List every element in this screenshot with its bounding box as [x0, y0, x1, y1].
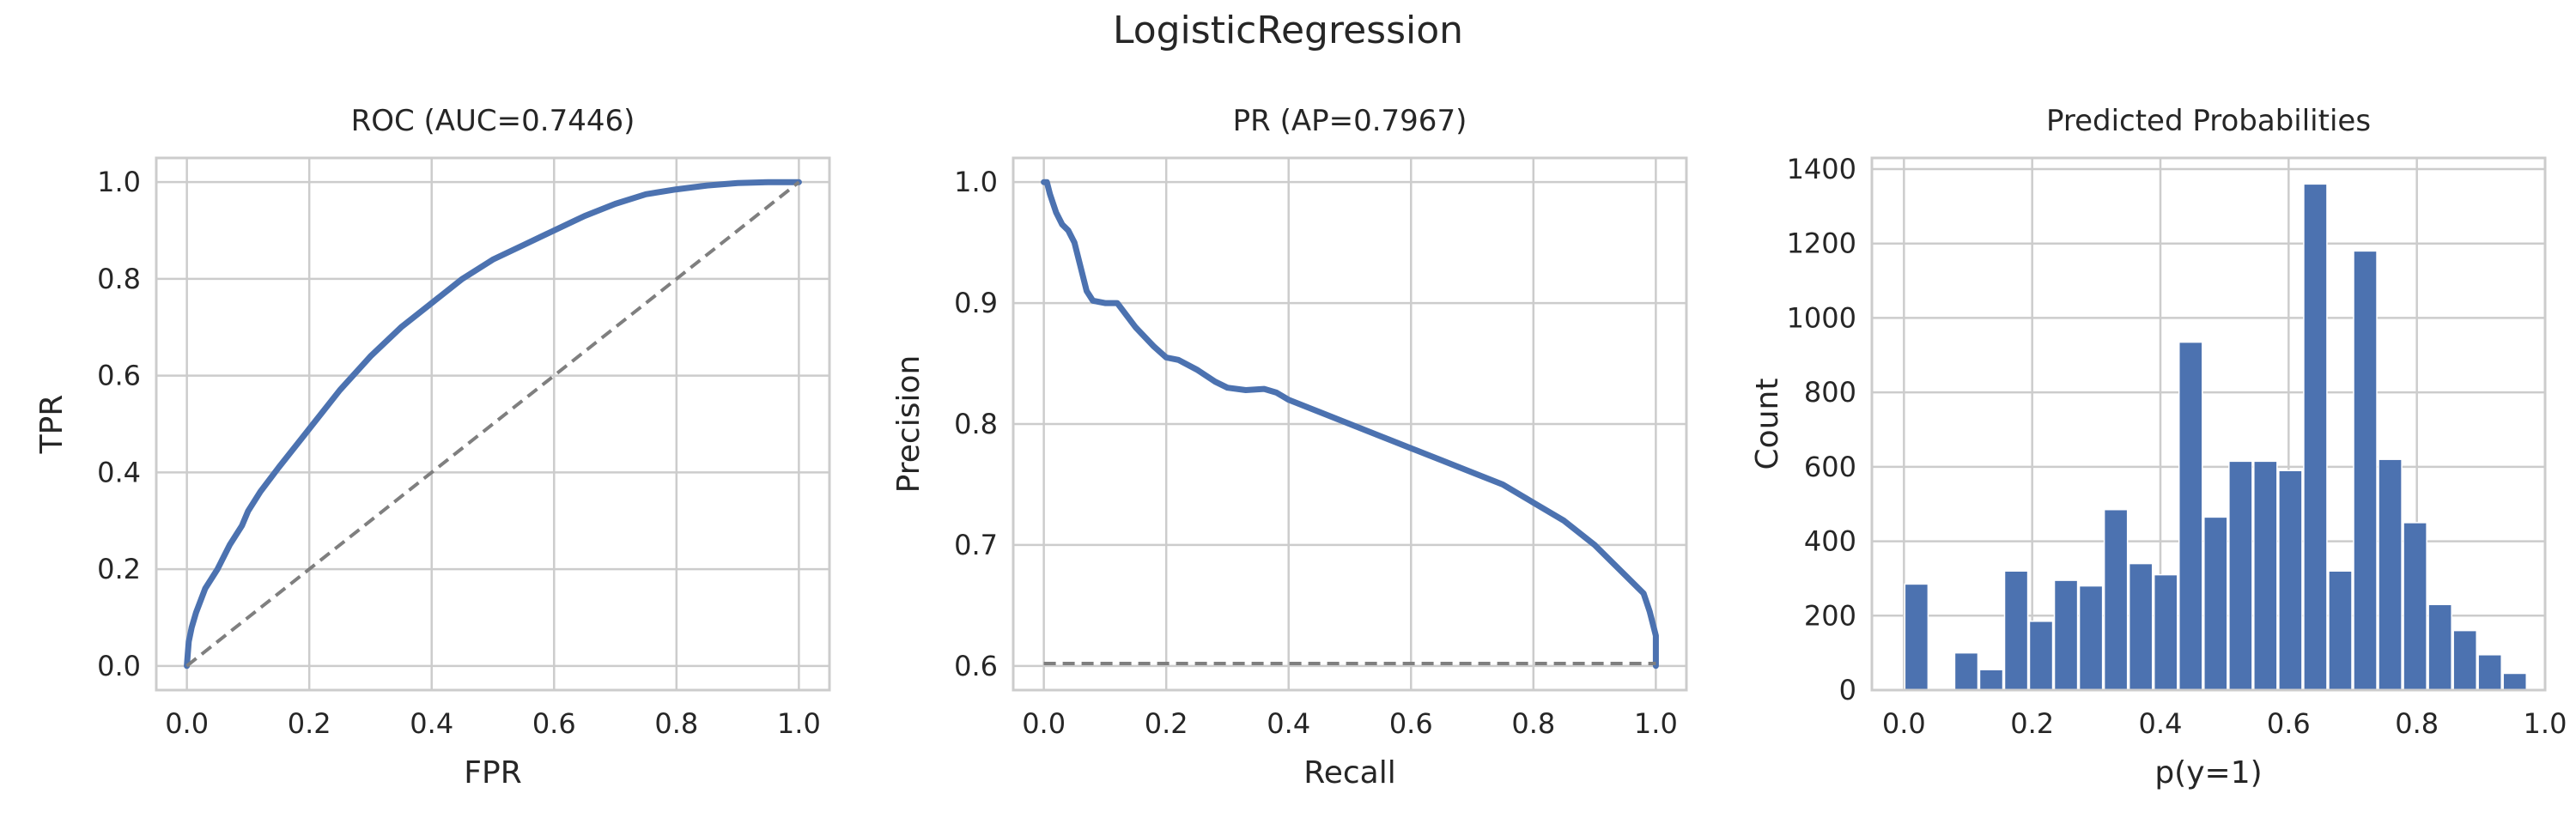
- histogram-bar: [2403, 522, 2427, 691]
- y-tick-label: 200: [1804, 599, 1856, 632]
- x-axis-label: Recall: [1303, 755, 1395, 791]
- panel-1: 0.0 0.2 0.4 0.6 0.8 1.0 0.0 0.2 0.4 0.6 0.8 1.0 ROC …: [34, 104, 831, 791]
- baseline-line: [185, 180, 800, 668]
- y-tick-label: 0.0: [97, 650, 141, 682]
- panel-title: ROC (AUC=0.7446): [351, 104, 635, 138]
- x-tick-label: 1.0: [777, 707, 821, 740]
- panel-title: Predicted Probabilities: [2046, 104, 2371, 138]
- y-tick-label: 0.6: [97, 360, 141, 392]
- x-tick-label: 0.2: [2010, 707, 2054, 740]
- histogram-bar: [2103, 508, 2129, 691]
- axes-frame: [1012, 156, 1688, 692]
- histogram-bar: [2153, 573, 2178, 691]
- x-tick-label: 0.2: [288, 707, 331, 740]
- histogram-bar: [2502, 672, 2527, 691]
- histogram-bar: [2353, 250, 2378, 691]
- y-tick-label: 0: [1839, 674, 1856, 706]
- axes-frame: [1870, 156, 2547, 692]
- y-tick-label: 1000: [1787, 301, 1856, 334]
- y-tick-label: 1.0: [954, 166, 998, 198]
- histogram-bar: [2003, 570, 2029, 691]
- y-tick-label: 0.4: [97, 456, 141, 488]
- histogram-bar: [1978, 669, 2004, 691]
- y-tick-label: 0.9: [954, 287, 998, 319]
- x-tick-label: 0.0: [1022, 707, 1066, 740]
- histogram-bar: [2078, 585, 2104, 691]
- x-tick-label: 0.4: [1267, 707, 1310, 740]
- histogram-bar: [1953, 651, 1979, 691]
- histogram-bar: [2253, 460, 2278, 691]
- x-tick-label: 0.4: [2139, 707, 2183, 740]
- histogram-bar: [2328, 570, 2353, 691]
- y-tick-label: 0.2: [97, 553, 141, 585]
- histogram-bar: [2378, 458, 2403, 691]
- y-tick-label: 600: [1804, 451, 1856, 483]
- x-tick-label: 0.6: [532, 707, 576, 740]
- x-axis-label: p(y=1): [2154, 755, 2262, 791]
- histogram-bar: [2303, 183, 2328, 691]
- histogram-bar: [2053, 579, 2079, 691]
- histogram-bar: [2178, 341, 2203, 691]
- y-axis-label: Precision: [891, 355, 927, 494]
- histogram-bar: [2128, 562, 2154, 691]
- curve-line: [1041, 179, 1659, 670]
- histogram-bar: [2228, 460, 2253, 691]
- curve-line: [184, 179, 802, 670]
- x-tick-label: 0.6: [2267, 707, 2311, 740]
- y-tick-label: 0.6: [954, 650, 998, 682]
- x-tick-label: 1.0: [1634, 707, 1678, 740]
- x-tick-label: 0.4: [410, 707, 453, 740]
- x-tick-label: 0.8: [1511, 707, 1555, 740]
- y-tick-label: 0.8: [97, 263, 141, 295]
- panel-3: 0.0 0.2 0.4 0.6 0.8 1.0 0 200 400 600 800 1000 1200 1…: [1750, 104, 2567, 791]
- y-tick-label: 0.7: [954, 529, 998, 561]
- axes-frame: [155, 156, 831, 692]
- histogram-bar: [2427, 603, 2452, 691]
- y-tick-label: 400: [1804, 525, 1856, 558]
- y-tick-label: 800: [1804, 376, 1856, 409]
- histogram-bar: [2203, 516, 2228, 691]
- x-tick-label: 0.8: [654, 707, 698, 740]
- y-axis-label: TPR: [34, 395, 70, 455]
- y-axis-label: Count: [1750, 379, 1785, 470]
- y-tick-label: 0.8: [954, 408, 998, 440]
- histogram-bar: [2477, 654, 2502, 691]
- x-tick-label: 0.0: [165, 707, 209, 740]
- x-tick-label: 0.6: [1389, 707, 1433, 740]
- x-tick-label: 0.8: [2395, 707, 2439, 740]
- panel-title: PR (AP=0.7967): [1233, 104, 1467, 138]
- y-tick-label: 1400: [1787, 153, 1856, 185]
- x-tick-label: 1.0: [2524, 707, 2567, 740]
- histogram-bar: [2278, 470, 2303, 691]
- y-tick-label: 1.0: [97, 166, 141, 198]
- histogram-bar: [2028, 621, 2054, 691]
- figure-title: LogisticRegression: [1112, 9, 1464, 52]
- panel-2: 0.0 0.2 0.4 0.6 0.8 1.0 0.6 0.7 0.8 0.9 1.0 PR (AP=…: [891, 104, 1688, 791]
- y-tick-label: 1200: [1787, 227, 1856, 260]
- x-tick-label: 0.0: [1882, 707, 1926, 740]
- histogram-bar: [2452, 629, 2477, 691]
- x-axis-label: FPR: [464, 755, 521, 791]
- x-tick-label: 0.2: [1145, 707, 1188, 740]
- histogram-bar: [1904, 583, 1929, 691]
